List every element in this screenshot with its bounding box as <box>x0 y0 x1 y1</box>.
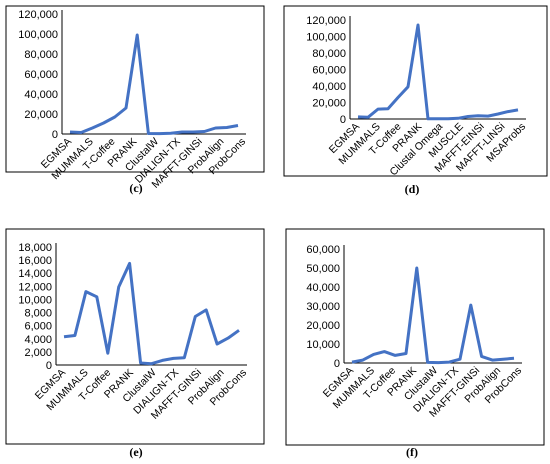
y-tick-label: 16,000 <box>18 255 52 267</box>
y-tick-label: 6,000 <box>24 321 52 333</box>
series-line <box>357 23 519 121</box>
series-line <box>63 261 240 366</box>
y-tick-label: 40,000 <box>24 89 58 101</box>
y-tick-label: 60,000 <box>312 65 346 77</box>
chart-panel-1: 020,00040,00060,00080,000100,000120,000E… <box>5 5 265 195</box>
series-line <box>69 33 239 136</box>
y-tick-label: 50,000 <box>306 263 340 275</box>
y-tick-label: 4,000 <box>24 334 52 346</box>
y-tick-label: 80,000 <box>312 48 346 60</box>
y-tick-label: 0 <box>52 129 58 141</box>
y-tick-label: 0 <box>334 358 340 370</box>
chart-panel-3: 02,0004,0006,0008,00010,00012,00014,0001… <box>5 228 265 459</box>
chart-frame <box>5 228 265 445</box>
y-tick-label: 40,000 <box>312 81 346 93</box>
panel-caption: (d) <box>405 182 420 196</box>
y-tick-label: 20,000 <box>306 320 340 332</box>
y-tick-label: 80,000 <box>24 49 58 61</box>
y-tick-label: 60,000 <box>24 69 58 81</box>
chart-frame <box>285 228 545 446</box>
y-tick-label: 8,000 <box>24 308 52 320</box>
y-tick-label: 30,000 <box>306 301 340 313</box>
panel-caption: (c) <box>129 181 142 195</box>
panel-caption: (f) <box>406 445 418 459</box>
y-tick-label: 120,000 <box>306 15 346 27</box>
y-tick-label: 10,000 <box>18 294 52 306</box>
y-tick-label: 10,000 <box>306 339 340 351</box>
series-line <box>351 266 515 365</box>
y-tick-label: 100,000 <box>306 32 346 44</box>
chart-frame <box>5 5 265 173</box>
chart-panel-2: 020,00040,00060,00080,000100,000120,000E… <box>283 5 548 196</box>
y-tick-label: 0 <box>340 114 346 126</box>
y-tick-label: 2,000 <box>24 347 52 359</box>
chart-panel-4: 010,00020,00030,00040,00050,00060,000EGM… <box>285 228 545 459</box>
y-tick-label: 40,000 <box>306 282 340 294</box>
y-tick-label: 100,000 <box>18 29 58 41</box>
y-tick-label: 120,000 <box>18 9 58 21</box>
y-tick-label: 60,000 <box>306 244 340 256</box>
panel-caption: (e) <box>129 445 142 459</box>
y-tick-label: 0 <box>46 360 52 372</box>
y-tick-label: 12,000 <box>18 281 52 293</box>
y-tick-label: 20,000 <box>24 109 58 121</box>
y-tick-label: 20,000 <box>312 98 346 110</box>
y-tick-label: 14,000 <box>18 268 52 280</box>
y-tick-label: 18,000 <box>18 242 52 254</box>
